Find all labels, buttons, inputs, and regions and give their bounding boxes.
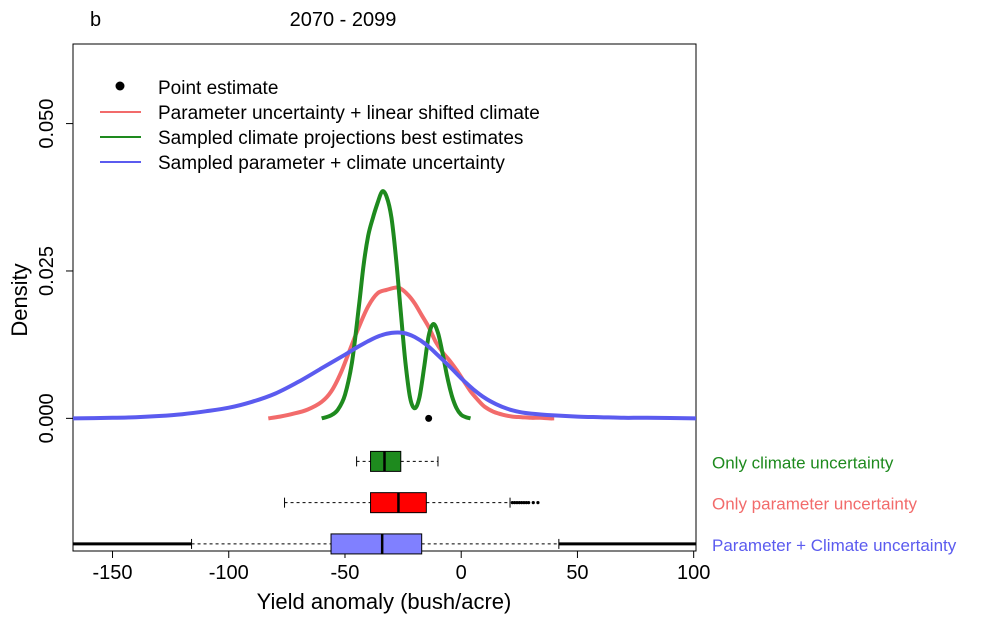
boxplot-parameter-outlier xyxy=(513,501,517,505)
x-tick-label: 50 xyxy=(566,562,588,584)
legend-entry-label: Point estimate xyxy=(158,78,278,99)
boxplot-parameter-outlier xyxy=(517,501,521,505)
x-axis-label: Yield anomaly (bush/acre) xyxy=(257,589,512,614)
y-tick-label: 0.025 xyxy=(36,246,58,296)
series-line-parameter-climate xyxy=(73,330,696,421)
boxplot-parameter-outlier xyxy=(522,501,526,505)
boxplot-combined-box xyxy=(330,533,423,555)
boxplot-parameter-outlier xyxy=(531,501,535,505)
plot-area: -150 -100 -50 0 50 100 0.000 0.025 0.050 Only cli… xyxy=(36,43,957,584)
x-tick-label: -50 xyxy=(331,562,360,584)
boxplot-combined-label: Parameter + Climate uncertainty xyxy=(712,536,957,555)
y-tick-label: 0.050 xyxy=(36,99,58,149)
legend-entry-label: Parameter uncertainty + linear shifted c… xyxy=(158,103,540,124)
legend-point-marker xyxy=(115,81,125,91)
boxplot-parameter-outlier xyxy=(515,501,519,505)
x-tick-label: -150 xyxy=(93,562,133,584)
chart-title: 2070 - 2099 xyxy=(290,9,397,31)
boxplot-parameter-label: Only parameter uncertainty xyxy=(712,495,918,514)
y-tick-label: 0.000 xyxy=(36,393,58,443)
series-line-parameter-shifted xyxy=(267,285,555,421)
boxplot-parameter-outlier xyxy=(536,501,540,505)
series-line-climate-projections xyxy=(321,189,471,421)
legend-entry-label: Sampled climate projections best estimat… xyxy=(158,128,523,149)
x-tick-label: -100 xyxy=(209,562,249,584)
panel-label: b xyxy=(90,9,101,31)
boxplot-parameter-outlier xyxy=(524,501,528,505)
legend-entry-label: Sampled parameter + climate uncertainty xyxy=(158,153,505,174)
point-estimate-marker xyxy=(425,414,433,422)
boxplot-parameter-outlier xyxy=(520,501,524,505)
boxplot-parameter-outlier xyxy=(527,501,531,505)
boxplot-parameter-outlier xyxy=(510,501,514,505)
x-tick-label: 100 xyxy=(677,562,710,584)
x-tick-label: 0 xyxy=(456,562,467,584)
boxplot-climate-label: Only climate uncertainty xyxy=(712,453,894,472)
y-axis-label: Density xyxy=(7,263,32,336)
